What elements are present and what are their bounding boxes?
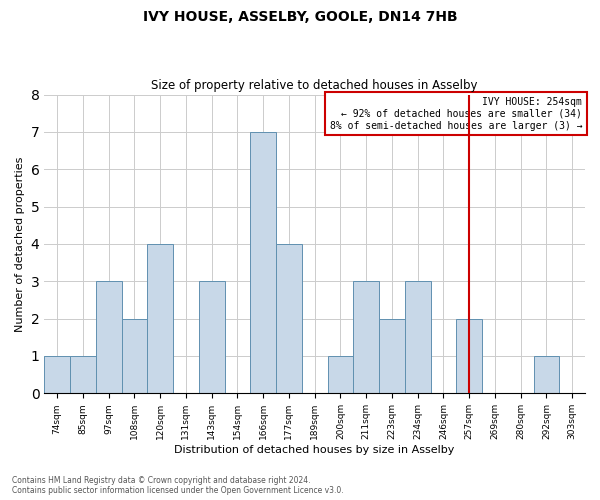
X-axis label: Distribution of detached houses by size in Asselby: Distribution of detached houses by size … [175,445,455,455]
Bar [353,282,379,394]
Bar [122,318,147,394]
Bar [533,356,559,394]
Bar [147,244,173,394]
Title: Size of property relative to detached houses in Asselby: Size of property relative to detached ho… [151,79,478,92]
Text: Contains HM Land Registry data © Crown copyright and database right 2024.
Contai: Contains HM Land Registry data © Crown c… [12,476,344,495]
Bar [405,282,431,394]
Bar [199,282,224,394]
Bar [70,356,96,394]
Bar [276,244,302,394]
Bar [456,318,482,394]
Y-axis label: Number of detached properties: Number of detached properties [15,156,25,332]
Text: IVY HOUSE: 254sqm
← 92% of detached houses are smaller (34)
8% of semi-detached : IVY HOUSE: 254sqm ← 92% of detached hous… [329,98,582,130]
Bar [379,318,405,394]
Bar [96,282,122,394]
Bar [250,132,276,394]
Text: IVY HOUSE, ASSELBY, GOOLE, DN14 7HB: IVY HOUSE, ASSELBY, GOOLE, DN14 7HB [143,10,457,24]
Bar [328,356,353,394]
Bar [44,356,70,394]
